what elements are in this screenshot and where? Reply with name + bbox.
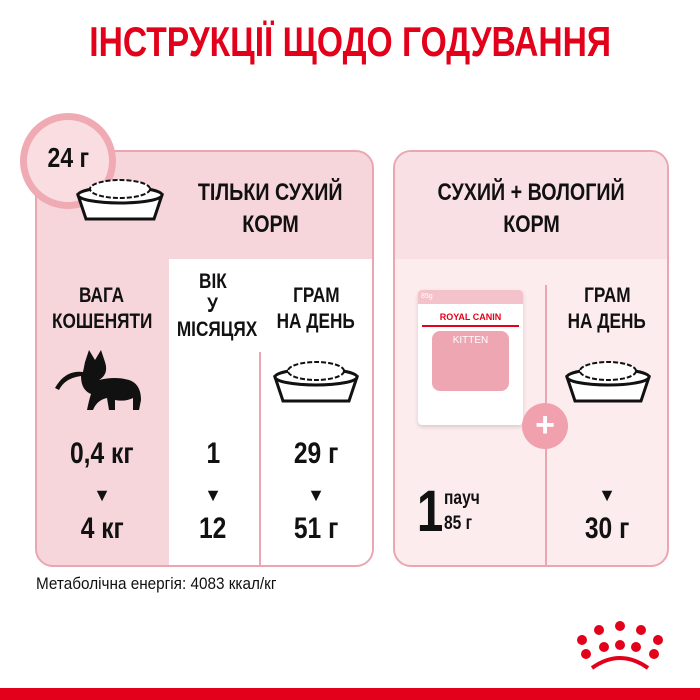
food-bowl-icon (272, 361, 360, 403)
white-panel (169, 259, 372, 565)
arrow-down-icon: ▼ (93, 485, 111, 505)
age-header: ВІК У МІСЯЦЯХ (176, 270, 258, 341)
dry-wet-heading: СУХИЙ + ВОЛОГИЙ КОРМ (437, 179, 625, 238)
arrow-down-icon: ▼ (598, 485, 616, 505)
food-bowl-icon (75, 179, 165, 221)
portion-badge: 24 г (47, 142, 89, 173)
footer-bar (0, 688, 700, 700)
kitten-icon (55, 350, 141, 410)
royal-canin-crown-logo (577, 621, 663, 670)
weight-header: ВАГА КОШЕНЯТИ (51, 284, 153, 333)
age-to: 12 (199, 512, 227, 545)
metabolic-energy: Метаболічна енергія: 4083 ккал/кг (36, 574, 277, 593)
arrow-down-icon: ▼ (307, 485, 325, 505)
pouch-weight: 85 г (444, 513, 473, 534)
arrow-down-icon: ▼ (204, 485, 222, 505)
age-from: 1 (206, 437, 220, 470)
pouch-count: 1 (416, 479, 444, 544)
food-bowl-icon (564, 361, 652, 403)
grams-to: 51 г (293, 512, 339, 545)
dry-only-card (35, 150, 374, 567)
dry-wet-card (393, 150, 669, 567)
grams-header: ГРАМ НА ДЕНЬ (276, 284, 356, 333)
pouch-unit: пауч (444, 488, 480, 509)
grams-from: 29 г (293, 437, 339, 470)
weight-from: 0,4 кг (70, 437, 134, 470)
card-header-bg (395, 152, 667, 259)
mixed-grams: 30 г (584, 512, 630, 545)
dry-only-heading: ТІЛЬКИ СУХИЙ КОРМ (197, 179, 343, 238)
weight-to: 4 кг (80, 512, 124, 545)
kitten-pouch-image: 85g ROYAL CANIN KITTEN (418, 290, 523, 425)
plus-icon: + (522, 403, 568, 449)
divider (259, 352, 261, 565)
page-title: ІНСТРУКЦІЇ ЩОДО ГОДУВАННЯ (89, 18, 611, 65)
mixed-grams-header: ГРАМ НА ДЕНЬ (567, 284, 647, 333)
clock-icon (20, 113, 116, 209)
